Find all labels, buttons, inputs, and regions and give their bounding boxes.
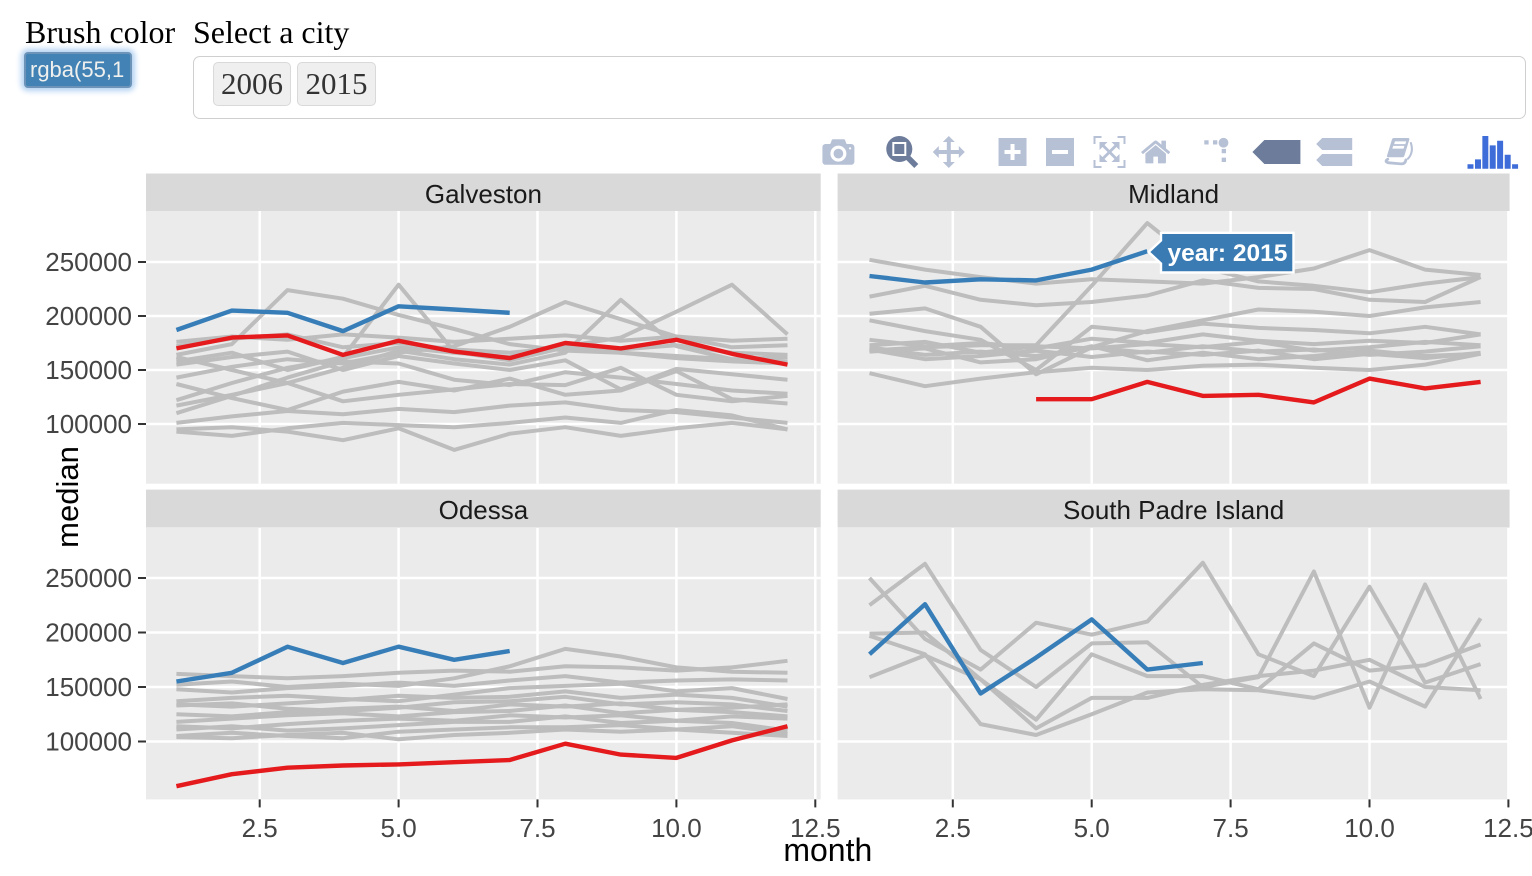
svg-text:year: 2015: year: 2015 [1168, 240, 1288, 267]
svg-text:Odessa: Odessa [439, 495, 529, 525]
svg-text:10.0: 10.0 [651, 813, 702, 843]
svg-text:150000: 150000 [45, 355, 132, 385]
svg-text:South Padre Island: South Padre Island [1063, 495, 1284, 525]
svg-text:2.5: 2.5 [242, 813, 278, 843]
svg-text:5.0: 5.0 [381, 813, 417, 843]
svg-text:median: median [50, 446, 85, 548]
svg-text:7.5: 7.5 [519, 813, 555, 843]
svg-text:100000: 100000 [45, 409, 132, 439]
svg-text:Midland: Midland [1128, 179, 1219, 209]
svg-text:Galveston: Galveston [425, 179, 542, 209]
svg-text:250000: 250000 [45, 563, 132, 593]
svg-text:200000: 200000 [45, 618, 132, 648]
svg-text:10.0: 10.0 [1344, 813, 1395, 843]
svg-text:150000: 150000 [45, 672, 132, 702]
svg-text:100000: 100000 [45, 727, 132, 757]
svg-text:200000: 200000 [45, 301, 132, 331]
svg-text:7.5: 7.5 [1213, 813, 1249, 843]
svg-text:250000: 250000 [45, 247, 132, 277]
svg-text:2.5: 2.5 [935, 813, 971, 843]
svg-text:12.5: 12.5 [1483, 813, 1532, 843]
svg-text:5.0: 5.0 [1074, 813, 1110, 843]
svg-text:month: month [783, 832, 872, 868]
svg-text:12.5: 12.5 [790, 813, 841, 843]
